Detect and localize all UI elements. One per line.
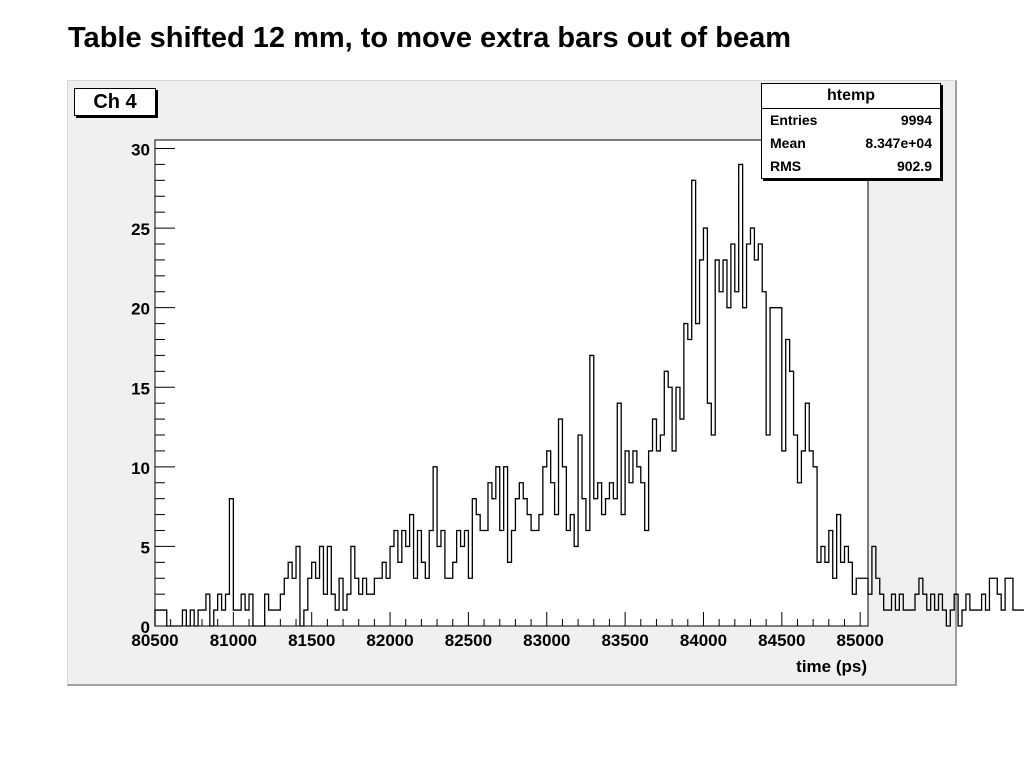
x-tick-label: 84500: [758, 631, 805, 650]
stats-title: htemp: [762, 84, 940, 109]
y-tick-label: 20: [131, 300, 150, 319]
stats-label: RMS: [770, 158, 802, 174]
stats-label: Mean: [770, 135, 806, 151]
stats-value: 902.9: [896, 158, 932, 174]
y-tick-label: 25: [131, 220, 150, 239]
x-tick-label: 81000: [210, 631, 257, 650]
x-axis-title: time (ps): [796, 657, 867, 676]
x-tick-label: 81500: [288, 631, 335, 650]
x-tick-label: 82000: [366, 631, 413, 650]
histogram-step-line: [154, 163, 1024, 627]
y-tick-label: 10: [131, 459, 150, 478]
x-tick-label: 85000: [837, 631, 884, 650]
histogram-layer: [154, 163, 1024, 627]
x-tick-label: 82500: [445, 631, 492, 650]
y-tick-label: 15: [131, 379, 150, 398]
stats-row-entries: Entries 9994: [762, 109, 940, 132]
page-title: Table shifted 12 mm, to move extra bars …: [68, 22, 792, 54]
stats-value: 9994: [900, 112, 932, 128]
stats-row-mean: Mean 8.347e+04: [762, 132, 940, 155]
y-tick-label: 5: [141, 538, 150, 557]
y-tick-label: 30: [131, 141, 150, 160]
stats-label: Entries: [770, 112, 818, 128]
y-tick-label: 0: [141, 618, 150, 637]
stats-row-rms: RMS 902.9: [762, 155, 940, 178]
pad-label: Ch 4: [74, 88, 156, 116]
stats-box: htemp Entries 9994 Mean 8.347e+04 RMS 90…: [761, 83, 941, 179]
x-tick-label: 84000: [680, 631, 727, 650]
axes: 0 5 10 15 20 25 30 80500 81000 81500 82000 82500 830…: [131, 141, 884, 651]
x-tick-label: 83000: [523, 631, 570, 650]
x-tick-label: 80500: [131, 631, 178, 650]
stats-value: 8.347e+04: [865, 135, 932, 151]
x-tick-label: 83500: [601, 631, 648, 650]
